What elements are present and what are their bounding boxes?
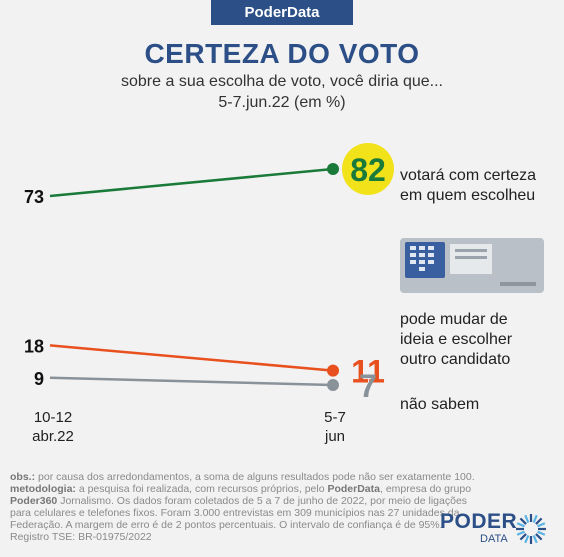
methodology-label: metodologia: xyxy=(10,483,76,495)
obs-note: obs.: por causa dos arredondamentos, a s… xyxy=(10,471,480,483)
sunburst-icon xyxy=(516,514,546,544)
chart-subtitle: sobre a sua escolha de voto, você diria … xyxy=(121,73,443,90)
series-line xyxy=(49,344,334,372)
sunburst-ray xyxy=(537,530,546,536)
series-label-line: pode mudar de xyxy=(400,311,508,328)
logo-sub: DATA xyxy=(480,533,508,545)
methodology-text: a pesquisa foi realizada, com recursos p… xyxy=(75,483,328,495)
series-label-line: em quem escolheu xyxy=(400,187,536,204)
line-chart: 73 82 18 11 9 7 xyxy=(24,143,544,404)
series-line xyxy=(49,376,334,387)
series-line xyxy=(49,167,334,198)
sunburst-ray xyxy=(516,522,525,528)
methodology-brand: PoderData xyxy=(327,483,380,495)
data-label-start: 18 xyxy=(24,336,44,356)
sunburst-ray xyxy=(532,535,538,544)
footnotes: obs.: por causa dos arredondamentos, a s… xyxy=(10,471,480,543)
sunburst-ray xyxy=(524,514,530,523)
series-label-line: ideia e escolher xyxy=(400,331,513,348)
methodology-text: , empresa do grupo xyxy=(379,483,472,495)
data-label-end: 82 xyxy=(350,152,386,188)
methodology-text: Jornalismo. Os dados foram coletados de … xyxy=(10,495,468,543)
sunburst-ray xyxy=(535,517,543,525)
data-point xyxy=(327,163,339,175)
series-label-mudar: pode mudar de ideia e escolher outro can… xyxy=(400,310,512,370)
poderdata-logo: PODER DATA xyxy=(440,510,550,550)
series-label-nao-sabem: não sabem xyxy=(400,396,480,413)
data-point xyxy=(327,364,339,377)
chart-title: CERTEZA DO VOTO xyxy=(144,38,420,69)
sunburst-ray xyxy=(537,522,546,528)
chart-date: 5-7.jun.22 (em %) xyxy=(218,94,346,111)
methodology-brand: Poder360 xyxy=(10,495,58,507)
x-tick-line: jun xyxy=(324,428,346,445)
brand-tab: PoderData xyxy=(211,0,353,25)
sunburst-ray xyxy=(535,533,543,541)
obs-label: obs.: xyxy=(10,471,36,483)
highlight-circle xyxy=(342,143,394,195)
sunburst-ray xyxy=(519,533,527,541)
data-label-start: 73 xyxy=(24,187,44,207)
data-label-end: 11 xyxy=(351,354,385,390)
sunburst-ray xyxy=(516,530,525,536)
data-label-end: 7 xyxy=(359,368,377,404)
obs-text: por causa dos arredondamentos, a soma de… xyxy=(35,471,475,483)
series-label-certeza: votará com certeza em quem escolheu xyxy=(400,166,536,206)
x-tick-line: 5-7 xyxy=(324,409,346,426)
sunburst-ray xyxy=(524,535,530,544)
logo-word: PODER xyxy=(440,510,518,533)
ballot-box-icon xyxy=(400,238,544,293)
series-label-line: votará com certeza xyxy=(400,167,537,184)
series-label-line: outro candidato xyxy=(400,351,511,368)
data-label-start: 9 xyxy=(34,369,44,389)
x-tick-line: abr.22 xyxy=(32,428,74,445)
methodology-note: metodologia: a pesquisa foi realizada, c… xyxy=(10,483,480,543)
data-point xyxy=(327,379,339,391)
x-tick-label-end: 5-7 jun xyxy=(300,408,370,446)
x-tick-label-start: 10-12 abr.22 xyxy=(18,408,88,446)
sunburst-ray xyxy=(519,517,527,525)
x-tick-line: 10-12 xyxy=(33,409,73,426)
sunburst-ray xyxy=(532,514,538,523)
